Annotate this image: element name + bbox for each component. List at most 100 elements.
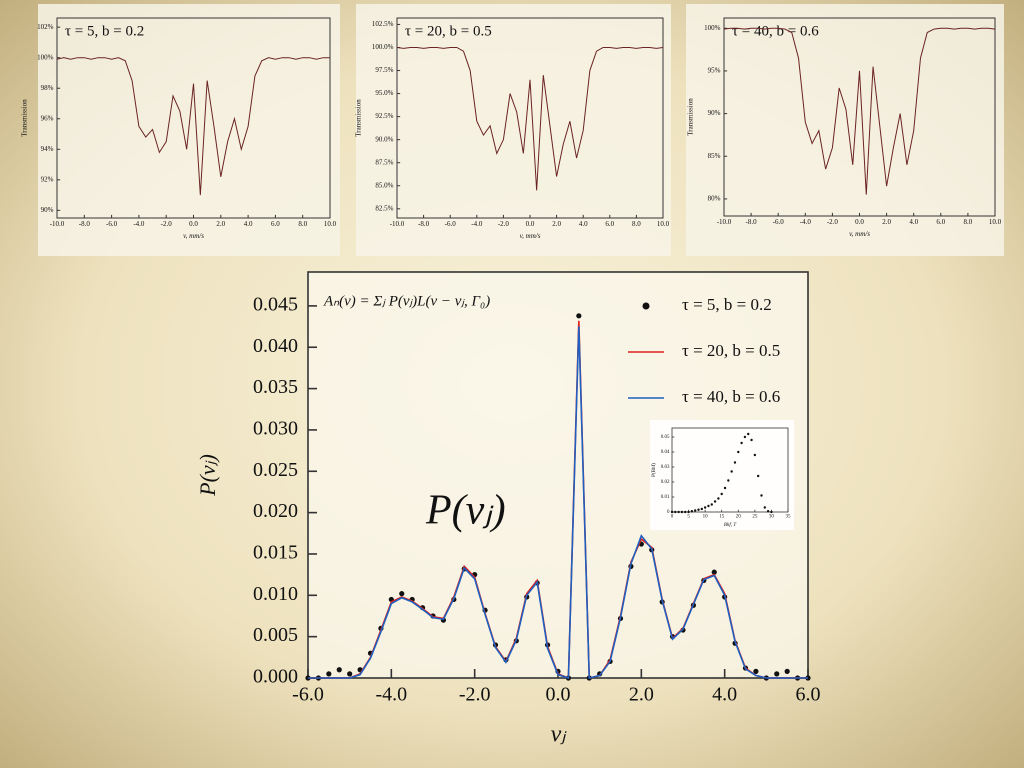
x-tick-label: 35 [786, 515, 792, 520]
y-tick-label: 87.5% [375, 158, 393, 166]
x-tick-label: 5 [687, 515, 690, 520]
y-tick-label: 90% [41, 206, 54, 214]
y-tick-label: 0.01 [661, 495, 670, 500]
x-tick-label: -6.0 [106, 220, 118, 228]
data-point [727, 479, 730, 482]
x-tick-label: 10.0 [989, 218, 1002, 226]
y-tick-label: 0.010 [253, 583, 298, 605]
data-point [770, 510, 773, 514]
x-tick-label: -6.0 [445, 220, 457, 228]
y-tick-label: 92% [41, 175, 54, 183]
x-tick-label: -4.0 [800, 218, 812, 226]
big-label: P(vⱼ) [425, 488, 506, 534]
data-point [750, 438, 753, 442]
data-point [760, 494, 763, 497]
y-axis-label: P(vⱼ) [195, 454, 220, 497]
data-point [347, 671, 353, 677]
x-tick-label: 0.0 [855, 218, 864, 226]
x-tick-label: -10.0 [390, 220, 405, 228]
x-tick-label: 10 [703, 515, 709, 520]
y-tick-label: 98% [41, 84, 54, 92]
panel-title: τ = 20, b = 0.5 [405, 23, 492, 39]
data-point [784, 668, 790, 674]
x-tick-label: -4.0 [375, 684, 407, 706]
data-line [396, 46, 664, 191]
data-line [723, 27, 996, 195]
data-point [700, 507, 704, 511]
data-point [687, 510, 690, 514]
y-tick-label: 0.030 [253, 418, 298, 440]
y-tick-label: 0.040 [253, 335, 298, 357]
y-tick-label: 102.5% [372, 20, 394, 28]
x-tick-label: 2.0 [882, 218, 891, 226]
data-point [743, 435, 747, 439]
y-tick-label: 0.02 [661, 480, 670, 485]
y-tick-label: 100% [37, 53, 54, 61]
y-tick-label: 100% [704, 24, 721, 32]
x-tick-label: 20 [736, 515, 742, 520]
legend-label: τ = 40, b = 0.6 [682, 387, 780, 406]
y-axis-label: Transmission [687, 98, 695, 136]
x-tick-label: -8.0 [79, 220, 91, 228]
y-tick-label: 0 [667, 510, 670, 515]
data-point [680, 510, 684, 514]
y-axis-label: Transmission [21, 99, 29, 137]
data-point [670, 510, 674, 514]
data-point [774, 671, 780, 677]
inset-card [650, 420, 794, 530]
y-tick-label: 94% [41, 145, 54, 153]
data-point [737, 450, 740, 454]
x-tick-label: 0.0 [189, 220, 198, 228]
y-tick-label: 0.04 [661, 450, 670, 455]
data-point [674, 510, 677, 514]
y-tick-label: 0.000 [253, 666, 298, 688]
y-tick-label: 97.5% [375, 66, 393, 74]
data-point [756, 474, 760, 478]
data-point [723, 486, 727, 490]
y-tick-label: 85.0% [375, 181, 393, 189]
x-tick-label: -10.0 [50, 220, 65, 228]
data-point [336, 667, 342, 673]
x-tick-label: 8.0 [964, 218, 973, 226]
x-tick-label: 0.0 [546, 684, 571, 706]
legend-symbol [642, 302, 650, 310]
x-tick-label: 0 [671, 515, 674, 520]
data-point [740, 441, 743, 445]
y-tick-label: 85% [708, 152, 721, 160]
x-tick-label: 8.0 [632, 220, 641, 228]
formula-annotation: Aₙ(v) = Σⱼ P(vⱼ)L(v − vⱼ, Γ₀) [323, 293, 490, 309]
y-tick-label: 0.015 [253, 542, 298, 564]
x-tick-label: -2.0 [827, 218, 839, 226]
y-tick-label: 80% [708, 195, 721, 203]
data-point [707, 504, 710, 508]
x-tick-label: 4.0 [579, 220, 588, 228]
x-tick-label: 6.0 [936, 218, 945, 226]
data-point [753, 668, 759, 674]
y-tick-label: 96% [41, 114, 54, 122]
y-tick-label: 90.0% [375, 135, 393, 143]
y-tick-label: 100.0% [372, 43, 394, 51]
legend-label: τ = 20, b = 0.5 [682, 341, 780, 360]
data-point [717, 497, 720, 500]
plot-frame [671, 427, 789, 513]
panel-title: τ = 5, b = 0.2 [65, 23, 144, 39]
data-point [711, 569, 717, 575]
x-tick-label: -8.0 [746, 218, 758, 226]
x-tick-label: 25 [752, 515, 758, 520]
y-axis-label: P(Bhf) [652, 463, 657, 477]
x-tick-label: 4.0 [244, 220, 253, 228]
x-tick-label: -2.0 [161, 220, 173, 228]
y-tick-label: 0.020 [253, 500, 298, 522]
x-tick-label: -6.0 [773, 218, 785, 226]
y-tick-label: 0.045 [253, 293, 298, 315]
data-line [308, 326, 808, 680]
y-tick-label: 95.0% [375, 89, 393, 97]
data-point [684, 510, 687, 514]
y-tick-label: 0.05 [661, 435, 670, 440]
y-tick-label: 95% [708, 67, 721, 75]
panel-title: τ = 40, b = 0.6 [732, 23, 819, 39]
y-tick-label: 0.035 [253, 376, 298, 398]
data-point [694, 509, 697, 512]
x-tick-label: 2.0 [216, 220, 225, 228]
